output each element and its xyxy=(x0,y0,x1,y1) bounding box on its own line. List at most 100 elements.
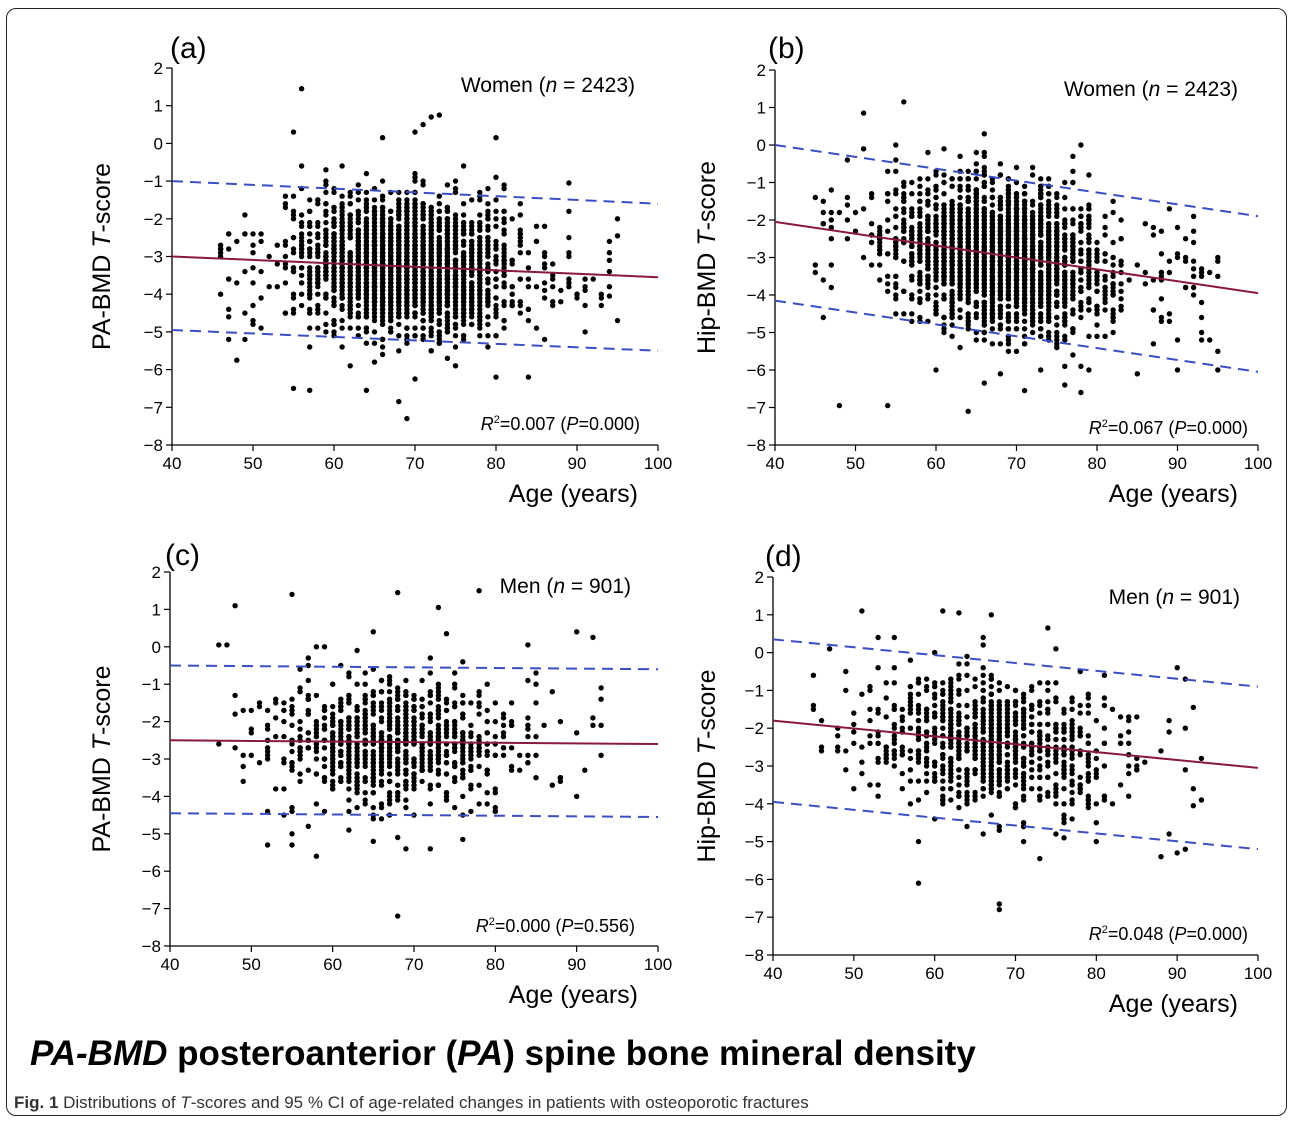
data-point xyxy=(339,291,345,297)
data-point xyxy=(981,292,987,298)
data-point xyxy=(452,344,459,350)
data-point xyxy=(877,228,883,234)
data-point xyxy=(1021,387,1028,394)
data-point xyxy=(844,157,851,163)
data-point xyxy=(339,208,345,214)
data-point xyxy=(420,242,426,248)
data-point xyxy=(290,129,297,135)
data-point xyxy=(477,250,483,256)
data-point xyxy=(1005,191,1012,197)
data-point xyxy=(1013,266,1020,272)
data-point xyxy=(1190,292,1197,298)
data-point xyxy=(307,306,313,312)
data-point xyxy=(933,303,939,309)
data-point xyxy=(331,272,337,279)
data-point xyxy=(909,191,915,197)
data-point xyxy=(452,185,459,192)
data-point xyxy=(404,261,410,267)
data-point xyxy=(941,232,947,238)
data-point xyxy=(396,253,402,260)
data-point xyxy=(347,223,353,229)
data-point xyxy=(315,253,321,260)
data-point xyxy=(957,221,963,227)
data-point xyxy=(282,204,289,211)
data-point xyxy=(444,321,451,328)
data-point xyxy=(363,314,370,320)
data-point xyxy=(893,311,899,317)
data-point xyxy=(1005,206,1012,212)
data-point xyxy=(973,228,979,234)
data-point xyxy=(396,299,402,305)
data-point xyxy=(1013,314,1020,321)
data-point xyxy=(331,253,337,260)
data-point xyxy=(355,314,361,320)
data-point xyxy=(1038,311,1044,317)
data-point xyxy=(412,234,418,241)
data-point xyxy=(339,223,345,229)
data-point xyxy=(1062,288,1068,294)
data-point xyxy=(363,268,370,275)
data-point xyxy=(331,246,337,252)
data-point xyxy=(485,216,491,222)
data-point xyxy=(925,149,931,156)
data-point xyxy=(957,296,963,302)
data-point xyxy=(290,212,297,218)
data-point xyxy=(1013,194,1020,201)
data-point xyxy=(965,266,971,272)
data-point xyxy=(331,287,337,294)
data-point xyxy=(420,253,426,260)
data-point xyxy=(412,227,418,233)
data-point xyxy=(1038,326,1044,332)
data-point xyxy=(315,302,321,309)
y-tick-label: 2 xyxy=(152,563,161,582)
data-point xyxy=(614,216,621,222)
data-point xyxy=(1215,348,1221,354)
data-point xyxy=(1158,269,1165,276)
data-point xyxy=(388,242,394,248)
data-point xyxy=(315,291,321,297)
data-point xyxy=(909,179,915,186)
data-point xyxy=(428,317,434,324)
data-point xyxy=(909,292,915,298)
data-point xyxy=(1158,273,1165,279)
data-point xyxy=(1062,254,1068,261)
data-point xyxy=(444,280,451,286)
data-point xyxy=(566,234,572,241)
group-annotation: Women (n = 2423) xyxy=(461,74,635,97)
data-point xyxy=(566,250,572,256)
data-point xyxy=(396,284,402,290)
data-point xyxy=(1150,224,1157,231)
data-point xyxy=(396,197,402,203)
data-point xyxy=(412,325,418,331)
data-point xyxy=(1078,221,1084,227)
data-point xyxy=(460,250,467,256)
data-point xyxy=(1062,333,1068,339)
data-point xyxy=(957,228,963,234)
data-point xyxy=(460,284,467,290)
data-point xyxy=(420,272,426,279)
data-point xyxy=(957,281,963,287)
data-point xyxy=(1021,277,1028,283)
data-point xyxy=(941,326,947,332)
data-point xyxy=(1158,228,1165,234)
data-point xyxy=(901,179,907,186)
data-point xyxy=(1013,318,1020,324)
data-point xyxy=(347,212,353,218)
data-point xyxy=(323,167,329,173)
data-point xyxy=(436,280,442,286)
data-point xyxy=(331,295,337,301)
data-point xyxy=(477,219,483,226)
data-point xyxy=(509,299,515,305)
data-point xyxy=(452,363,459,369)
data-point xyxy=(1021,247,1028,253)
data-point xyxy=(1046,236,1052,242)
data-point xyxy=(860,206,867,212)
data-point xyxy=(355,208,361,214)
data-point xyxy=(452,284,459,290)
data-point xyxy=(226,231,232,237)
data-point xyxy=(323,212,329,218)
data-point xyxy=(1078,284,1084,291)
data-point xyxy=(1118,307,1124,313)
data-point xyxy=(1118,281,1124,287)
